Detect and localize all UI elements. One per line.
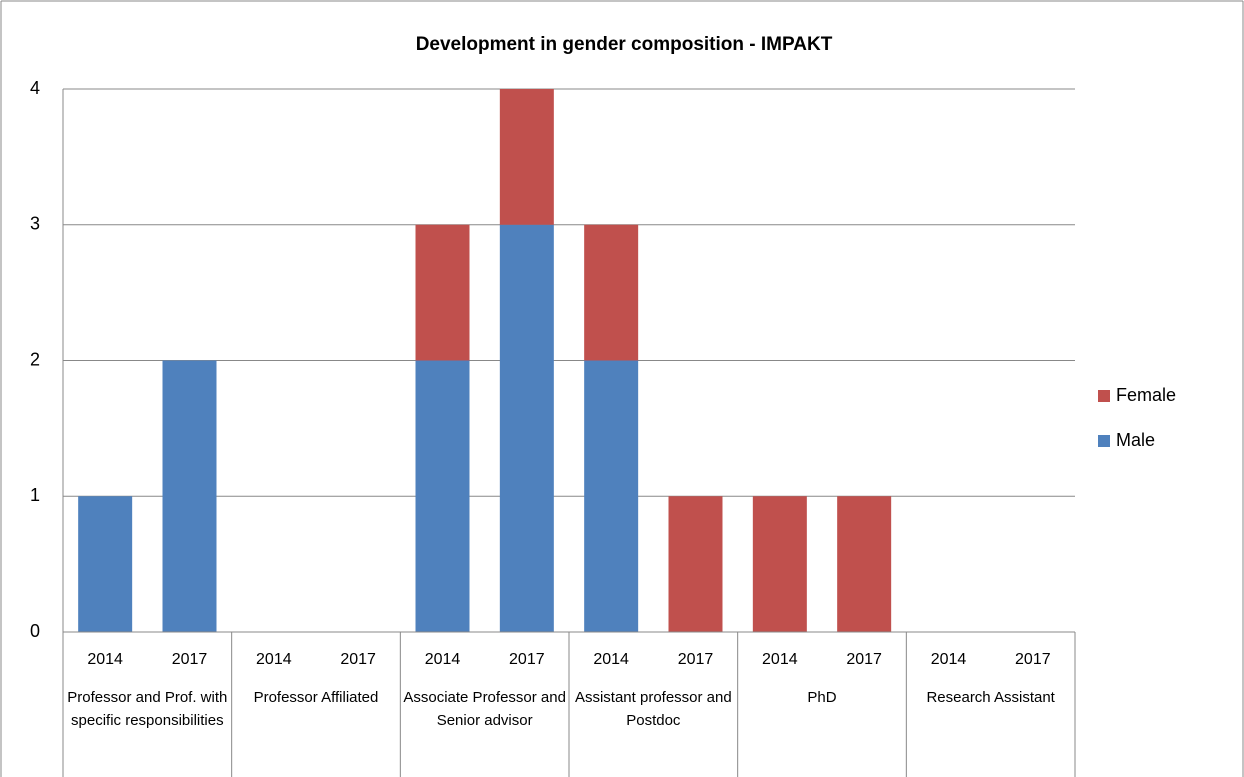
- x-tick-label: 2014: [762, 651, 798, 668]
- y-tick-label: 0: [30, 621, 40, 641]
- bar-segment: [499, 224, 554, 632]
- x-tick-label: 2014: [593, 651, 629, 668]
- bar-segment: [584, 224, 639, 361]
- y-tick-label: 4: [30, 78, 40, 98]
- y-tick-label: 1: [30, 485, 40, 505]
- x-tick-label: 2017: [846, 651, 882, 668]
- group-label: Associate Professor and Senior advisor: [403, 689, 566, 729]
- group-label: Professor and Prof. with specific respon…: [67, 689, 228, 729]
- bar-segment: [415, 224, 470, 361]
- bar-segment: [415, 360, 470, 632]
- x-tick-label: 2014: [931, 651, 967, 668]
- chart-title: Development in gender composition - IMPA…: [416, 34, 833, 55]
- group-label: PhD: [807, 689, 837, 706]
- bar-segment: [752, 496, 807, 632]
- bar-segment: [78, 496, 133, 632]
- x-tick-label: 2017: [678, 651, 714, 668]
- legend-label: Female: [1116, 385, 1176, 405]
- bar-segment: [499, 89, 554, 225]
- legend-swatch: [1098, 390, 1110, 402]
- bar-segment: [584, 360, 639, 632]
- bar-segment: [837, 496, 892, 632]
- bar-segment: [668, 496, 723, 632]
- legend-label: Male: [1116, 430, 1155, 450]
- x-tick-label: 2017: [509, 651, 545, 668]
- legend-swatch: [1098, 435, 1110, 447]
- group-label: Research Assistant: [926, 689, 1055, 706]
- x-tick-label: 2017: [340, 651, 376, 668]
- group-label: Assistant professor and Postdoc: [574, 689, 732, 729]
- bar-segment: [162, 360, 217, 632]
- x-tick-label: 2017: [1015, 651, 1051, 668]
- y-tick-label: 2: [30, 349, 40, 369]
- x-tick-label: 2014: [87, 651, 123, 668]
- x-tick-label: 2017: [172, 651, 208, 668]
- group-label: Professor Affiliated: [253, 689, 379, 706]
- x-tick-label: 2014: [425, 651, 461, 668]
- y-tick-label: 3: [30, 214, 40, 234]
- x-tick-label: 2014: [256, 651, 292, 668]
